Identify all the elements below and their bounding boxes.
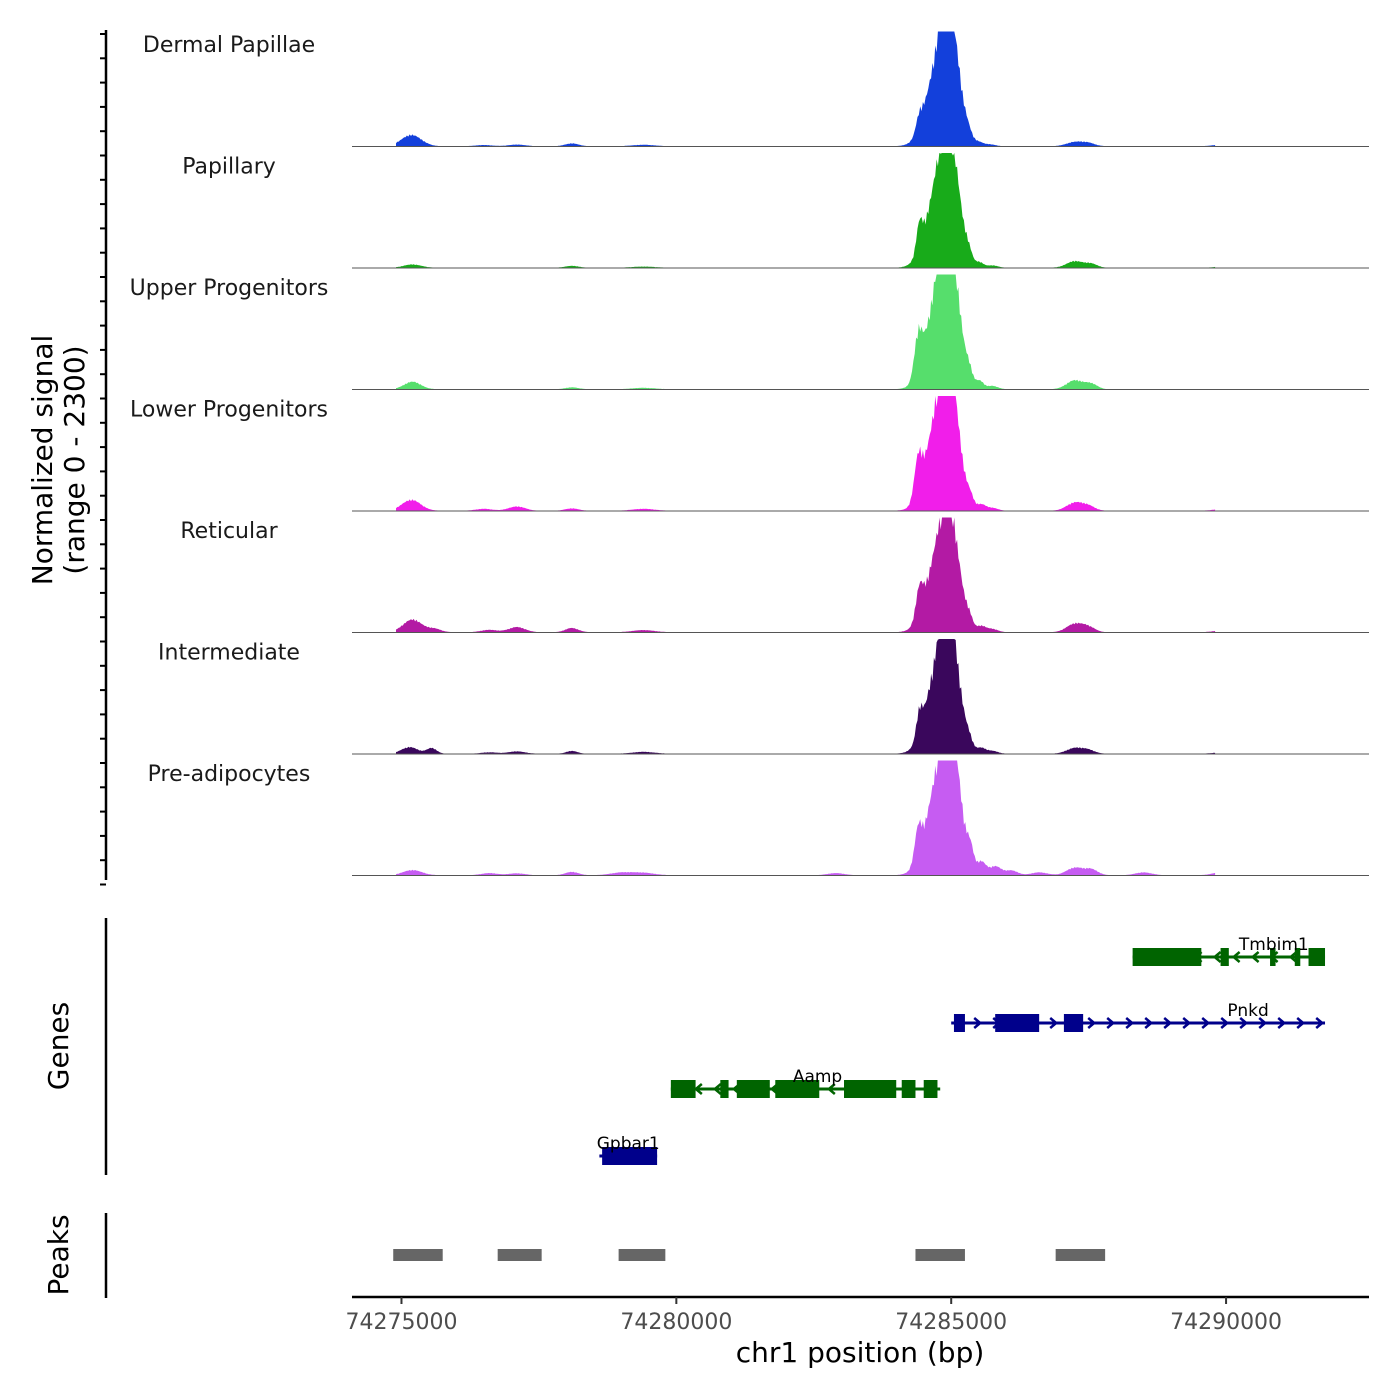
x-tick-label: 74290000 xyxy=(1170,1310,1282,1335)
strand-arrow xyxy=(1220,1017,1230,1029)
strand-arrow xyxy=(1201,1017,1211,1029)
gene-tmbim1: Tmbim1 xyxy=(1132,935,1326,966)
gene-exon xyxy=(923,1080,938,1098)
peak-regions xyxy=(393,1249,1106,1261)
track-dermal-papillae: Dermal Papillae xyxy=(143,31,1369,147)
signal-area xyxy=(395,760,1216,876)
strand-arrow xyxy=(1125,1017,1135,1029)
gene-exon xyxy=(736,1080,770,1098)
gene-pnkd: Pnkd xyxy=(951,1001,1326,1032)
gene-label: Pnkd xyxy=(1227,1001,1268,1021)
strand-arrow xyxy=(1277,1017,1287,1029)
gene-exon xyxy=(953,1014,965,1032)
x-axis: 74275000 74280000 74285000 74290000 chr1 po… xyxy=(345,1295,1369,1369)
gene-exon xyxy=(1308,948,1326,966)
gene-label: Gpbar1 xyxy=(597,1134,660,1154)
peaks-section: Peaks xyxy=(42,1213,1106,1298)
signal-tracks: Dermal Papillae Papillary Upper Progenitor… xyxy=(130,31,1369,876)
x-axis-title: chr1 position (bp) xyxy=(736,1336,985,1369)
strand-arrow xyxy=(693,1083,703,1095)
strand-arrow xyxy=(1144,1017,1154,1029)
x-tick-label: 74275000 xyxy=(345,1310,457,1335)
gene-exon xyxy=(1132,948,1202,966)
gene-label: Aamp xyxy=(793,1067,842,1087)
gene-exon xyxy=(844,1080,897,1098)
strand-arrow xyxy=(1296,1017,1306,1029)
strand-arrow xyxy=(1315,1017,1325,1029)
gene-exon xyxy=(995,1014,1040,1032)
gene-exon xyxy=(901,1080,916,1098)
strand-arrow xyxy=(1258,1017,1268,1029)
track-label: Reticular xyxy=(180,519,278,544)
peak-region xyxy=(393,1249,443,1261)
strand-arrow xyxy=(1106,1017,1116,1029)
gene-exon xyxy=(1294,948,1301,966)
strand-arrow xyxy=(1049,1017,1059,1029)
gene-exon xyxy=(720,1080,729,1098)
strand-arrow xyxy=(1163,1017,1173,1029)
track-upper-progenitors: Upper Progenitors xyxy=(130,274,1369,390)
x-tick-label: 74285000 xyxy=(895,1310,1007,1335)
strand-arrow xyxy=(1087,1017,1097,1029)
gene-gpbar1: Gpbar1 xyxy=(597,1134,660,1165)
track-label: Lower Progenitors xyxy=(130,398,328,423)
strand-arrow xyxy=(1250,951,1260,963)
gene-exon xyxy=(1270,948,1276,966)
peak-region xyxy=(1055,1249,1106,1261)
strand-arrow xyxy=(712,1083,722,1095)
signal-area xyxy=(395,639,1216,754)
track-label: Upper Progenitors xyxy=(130,276,329,301)
strand-arrow xyxy=(1239,1017,1249,1029)
strand-arrow xyxy=(973,1017,983,1029)
genes-section: Genes Tmbim1 Pnkd Aamp Gpbar1 xyxy=(42,918,1326,1175)
gene-exon xyxy=(1063,1014,1084,1032)
track-label: Intermediate xyxy=(158,641,300,666)
track-lower-progenitors: Lower Progenitors xyxy=(130,396,1369,512)
signal-axis-subtitle: (range 0 - 2300) xyxy=(58,345,91,574)
track-label: Papillary xyxy=(182,155,276,180)
signal-axis-title: Normalized signal xyxy=(26,335,59,586)
strand-arrow xyxy=(1288,951,1298,963)
peak-region xyxy=(915,1249,965,1261)
gene-models: Tmbim1 Pnkd Aamp Gpbar1 xyxy=(597,935,1326,1165)
peaks-axis-title: Peaks xyxy=(42,1214,75,1295)
peak-region xyxy=(618,1249,666,1261)
gene-exon xyxy=(670,1080,696,1098)
strand-arrow xyxy=(1182,1017,1192,1029)
signal-area xyxy=(395,31,1216,147)
genes-axis-title: Genes xyxy=(42,1002,75,1090)
signal-section: Normalized signal (range 0 - 2300) Derma… xyxy=(26,30,1369,886)
signal-area xyxy=(395,274,1216,390)
signal-area xyxy=(395,396,1216,511)
track-reticular: Reticular xyxy=(180,517,1369,633)
signal-y-axis-ticks xyxy=(100,33,106,886)
gene-aamp: Aamp xyxy=(670,1067,941,1098)
strand-arrow xyxy=(1231,951,1241,963)
x-tick-label: 74280000 xyxy=(620,1310,732,1335)
track-intermediate: Intermediate xyxy=(158,639,1369,755)
signal-area xyxy=(395,153,1216,268)
gene-label: Tmbim1 xyxy=(1238,935,1309,955)
gene-exon xyxy=(1220,948,1229,966)
peak-region xyxy=(497,1249,542,1261)
track-pre-adipocytes: Pre-adipocytes xyxy=(148,760,1369,876)
track-label: Pre-adipocytes xyxy=(148,762,311,787)
strand-arrow xyxy=(1212,951,1222,963)
x-axis-ticks: 74275000 74280000 74285000 74290000 xyxy=(345,1297,1282,1335)
strand-arrow xyxy=(826,1083,836,1095)
track-label: Dermal Papillae xyxy=(143,33,315,58)
gene-exon xyxy=(775,1080,820,1098)
gene-exon xyxy=(602,1147,658,1165)
signal-area xyxy=(395,517,1216,633)
track-papillary: Papillary xyxy=(182,153,1369,269)
